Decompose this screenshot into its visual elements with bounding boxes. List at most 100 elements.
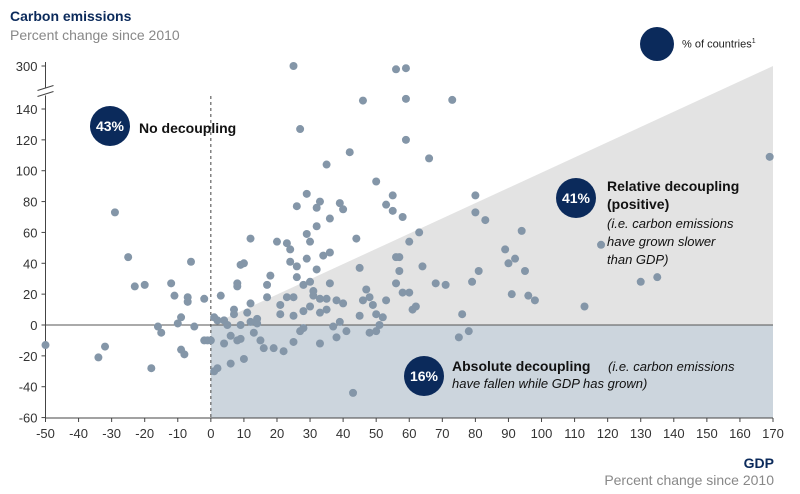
- data-point: [282, 239, 291, 248]
- relative-decoupling-region: [210, 66, 773, 325]
- data-point: [253, 319, 262, 328]
- data-point: [239, 354, 248, 363]
- data-point: [177, 313, 186, 322]
- legend: % of countries1: [640, 27, 756, 61]
- y-tick-label: 300: [16, 59, 38, 74]
- data-point: [289, 311, 298, 320]
- y-tick-label: -60: [19, 411, 38, 426]
- data-point: [468, 277, 477, 286]
- data-point: [501, 245, 510, 254]
- x-tick-label: -50: [36, 426, 55, 441]
- y-tick-label: -40: [19, 380, 38, 395]
- data-point: [315, 339, 324, 348]
- data-point: [388, 191, 397, 200]
- data-point: [312, 265, 321, 274]
- data-point: [401, 135, 410, 144]
- data-point: [259, 344, 268, 353]
- data-point: [597, 240, 606, 249]
- data-point: [392, 279, 401, 288]
- data-point: [183, 293, 192, 302]
- axis-break-mark: [37, 85, 54, 91]
- data-point: [302, 189, 311, 198]
- data-point: [153, 322, 162, 331]
- x-tick-label: 30: [303, 426, 317, 441]
- data-point: [372, 177, 381, 186]
- data-point: [190, 322, 199, 331]
- data-point: [382, 200, 391, 209]
- data-point: [358, 296, 367, 305]
- data-point: [282, 293, 291, 302]
- x-tick-label: 10: [237, 426, 251, 441]
- relative-decoupling-label: Relative decoupling: [607, 178, 739, 194]
- x-tick-label: 120: [597, 426, 619, 441]
- data-point: [471, 191, 480, 200]
- legend-label: % of countries: [682, 38, 752, 51]
- x-tick-label: 90: [501, 426, 515, 441]
- data-point: [276, 300, 285, 309]
- data-point: [458, 310, 467, 319]
- data-point: [299, 324, 308, 333]
- data-point: [511, 254, 520, 263]
- data-point: [441, 280, 450, 289]
- data-point: [312, 222, 321, 231]
- data-point: [329, 322, 338, 331]
- x-tick-label: 130: [630, 426, 652, 441]
- data-point: [365, 328, 374, 337]
- data-point: [302, 229, 311, 238]
- data-point: [401, 64, 410, 73]
- data-point: [246, 317, 255, 326]
- data-point: [286, 257, 295, 266]
- data-point: [322, 160, 331, 169]
- data-point: [246, 234, 255, 243]
- data-point: [306, 302, 315, 311]
- data-point: [372, 327, 381, 336]
- data-point: [269, 344, 278, 353]
- data-point: [392, 65, 401, 74]
- data-point: [223, 321, 232, 329]
- data-point: [94, 353, 103, 362]
- data-point: [299, 280, 308, 289]
- y-tick-label: 120: [16, 133, 38, 148]
- data-point: [517, 226, 526, 235]
- data-point: [507, 290, 516, 299]
- data-point: [296, 125, 305, 134]
- data-point: [411, 302, 420, 311]
- data-point: [365, 293, 374, 302]
- data-point: [167, 279, 176, 288]
- data-point: [246, 299, 255, 308]
- data-point: [372, 310, 381, 319]
- y-tick-label: 40: [23, 256, 37, 271]
- data-point: [187, 257, 195, 266]
- y-tick-label: 0: [30, 318, 37, 333]
- y-tick-label: 20: [23, 287, 37, 302]
- data-point: [286, 245, 295, 254]
- relative-decoupling-pct: 41%: [562, 190, 591, 206]
- data-point: [388, 206, 397, 215]
- relative-decoupling-desc: than GDP): [607, 252, 668, 267]
- legend-bubble-icon: [640, 27, 674, 61]
- data-point: [765, 152, 774, 161]
- data-point: [233, 282, 242, 291]
- data-point: [322, 294, 331, 303]
- data-point: [653, 273, 662, 282]
- data-point: [339, 299, 348, 308]
- x-axis-subtitle: Percent change since 2010: [604, 472, 774, 488]
- data-point: [220, 339, 229, 348]
- data-point: [636, 277, 645, 286]
- data-point: [226, 359, 235, 368]
- data-point: [226, 331, 235, 340]
- axis-break-gap: [39, 87, 54, 96]
- data-point: [289, 337, 298, 346]
- data-point: [520, 267, 529, 275]
- data-point: [454, 333, 463, 342]
- x-tick-label: -20: [135, 426, 154, 441]
- data-point: [504, 259, 513, 268]
- chart-subtitle: Percent change since 2010: [10, 27, 180, 43]
- data-point: [405, 237, 414, 246]
- data-point: [339, 205, 348, 214]
- data-point: [236, 321, 245, 329]
- x-tick-label: 70: [435, 426, 449, 441]
- data-point: [481, 216, 490, 225]
- data-point: [362, 285, 371, 294]
